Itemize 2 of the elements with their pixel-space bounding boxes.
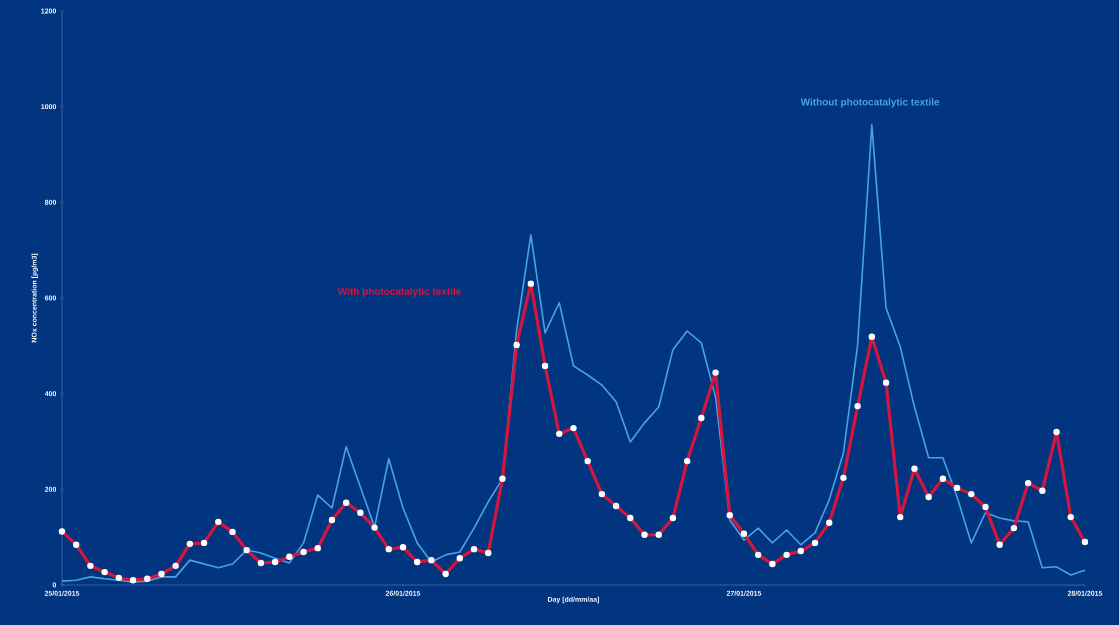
text: With photocatalytic textile: [337, 287, 461, 297]
text: Without photocatalytic textile: [800, 98, 940, 108]
